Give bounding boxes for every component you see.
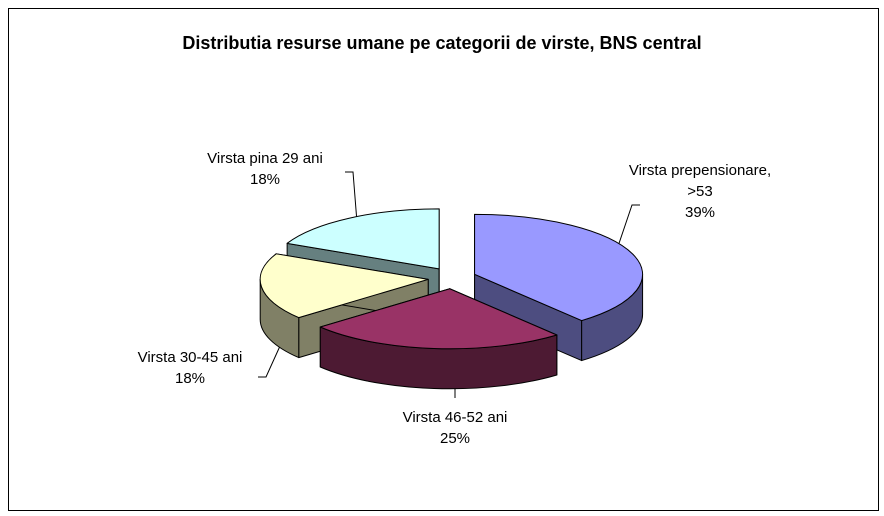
data-label: Virsta 46-52 ani 25% xyxy=(355,407,555,449)
chart-border xyxy=(8,8,879,511)
value-label: 18% xyxy=(249,171,281,188)
value-label: 18% xyxy=(174,370,206,387)
leader-line xyxy=(258,334,286,378)
category-label: Virsta prepensionare, >53 xyxy=(628,162,772,200)
leader-line xyxy=(345,171,359,236)
category-label: Virsta 30-45 ani xyxy=(137,349,243,366)
slice xyxy=(259,253,429,319)
value-label: 25% xyxy=(439,430,471,447)
slice xyxy=(474,213,644,322)
chart-title: Distributia resurse umane pe categorii d… xyxy=(182,33,702,53)
value-label: 39% xyxy=(684,204,716,221)
category-label: Virsta 46-52 ani xyxy=(402,409,508,426)
data-label: Virsta prepensionare, >53 39% xyxy=(600,160,800,223)
category-label: Virsta pina 29 ani xyxy=(207,150,323,167)
slice xyxy=(286,208,440,270)
slice xyxy=(319,288,558,350)
data-label: Virsta pina 29 ani 18% xyxy=(165,148,365,190)
data-label: Virsta 30-45 ani 18% xyxy=(90,347,290,389)
